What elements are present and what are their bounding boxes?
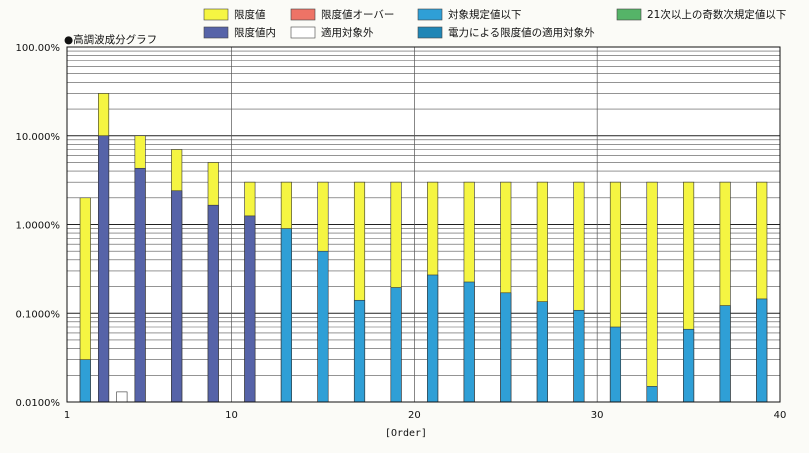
bar-1 [244, 215, 256, 403]
legend-item: 限度値内 [203, 26, 276, 39]
legend-label: 21次以上の奇数次規定値以下 [647, 8, 786, 21]
legend-swatch [203, 8, 229, 21]
bar-2 [573, 309, 585, 403]
y-tick-label: 0.1000% [16, 309, 61, 320]
legend-label: 限度値オーバー [321, 8, 394, 21]
bar-2 [756, 298, 768, 403]
bar-2 [280, 228, 292, 403]
x-axis: 1 10 20 30 40 [64, 410, 787, 421]
bar-0 [646, 181, 658, 403]
bar-3 [116, 391, 128, 403]
legend-item: 21次以上の奇数次規定値以下 [616, 8, 786, 21]
plot-frame [66, 46, 781, 403]
plot-area: 100.00% 10.000% 1.0000% 0.1000% 0.0100%1 10 20… [16, 43, 787, 421]
legend-label: 限度値内 [234, 26, 276, 39]
bar-2 [646, 386, 658, 403]
legend-item: 限度値 [203, 8, 266, 21]
legend-swatch [290, 26, 316, 39]
bar-1 [171, 190, 183, 403]
bar-2 [317, 250, 329, 403]
legend-label: 適用対象外 [321, 26, 374, 39]
legend-swatch [290, 8, 316, 21]
bar-1 [207, 204, 219, 403]
legend-item: 電力による限度値の適用対象外 [417, 26, 595, 39]
x-tick-label: 20 [408, 410, 421, 421]
bar-1 [98, 135, 110, 403]
bar-2 [353, 299, 366, 403]
y-axis: 100.00% 10.000% 1.0000% 0.1000% 0.0100% [16, 43, 61, 409]
legend-item: 対象規定値以下 [417, 8, 522, 21]
legend-swatch [417, 26, 443, 39]
bar-2 [79, 359, 91, 403]
bar-2 [500, 292, 512, 403]
bars [79, 93, 768, 403]
legend-label: 限度値 [234, 8, 266, 21]
bar-2 [719, 305, 731, 403]
y-tick-label: 1.0000% [16, 221, 61, 232]
legend-swatch [616, 8, 642, 21]
bar-2 [609, 326, 622, 403]
legend-item: 適用対象外 [290, 26, 374, 39]
legend-label: 電力による限度値の適用対象外 [448, 26, 595, 39]
x-axis-label: [Order] [385, 428, 427, 439]
legend-swatch [417, 8, 443, 21]
x-tick-label: 40 [774, 410, 787, 421]
legend-label: 対象規定値以下 [448, 8, 522, 21]
legend-item: 限度値オーバー [290, 8, 394, 21]
grid [66, 47, 781, 403]
bar-1 [134, 167, 146, 403]
x-tick-label: 1 [64, 410, 70, 421]
y-tick-label: 100.00% [16, 43, 61, 54]
chart-title: ●高調波成分グラフ [64, 33, 157, 46]
bar-2 [536, 301, 548, 403]
bar-2 [390, 287, 402, 403]
y-tick-label: 10.000% [16, 132, 61, 143]
bar-2 [463, 281, 475, 403]
bar-2 [683, 328, 695, 403]
y-tick-label: 0.0100% [16, 398, 61, 409]
legend-swatch [203, 26, 229, 39]
x-tick-label: 10 [225, 410, 238, 421]
x-tick-label: 30 [591, 410, 604, 421]
bar-2 [427, 274, 439, 403]
